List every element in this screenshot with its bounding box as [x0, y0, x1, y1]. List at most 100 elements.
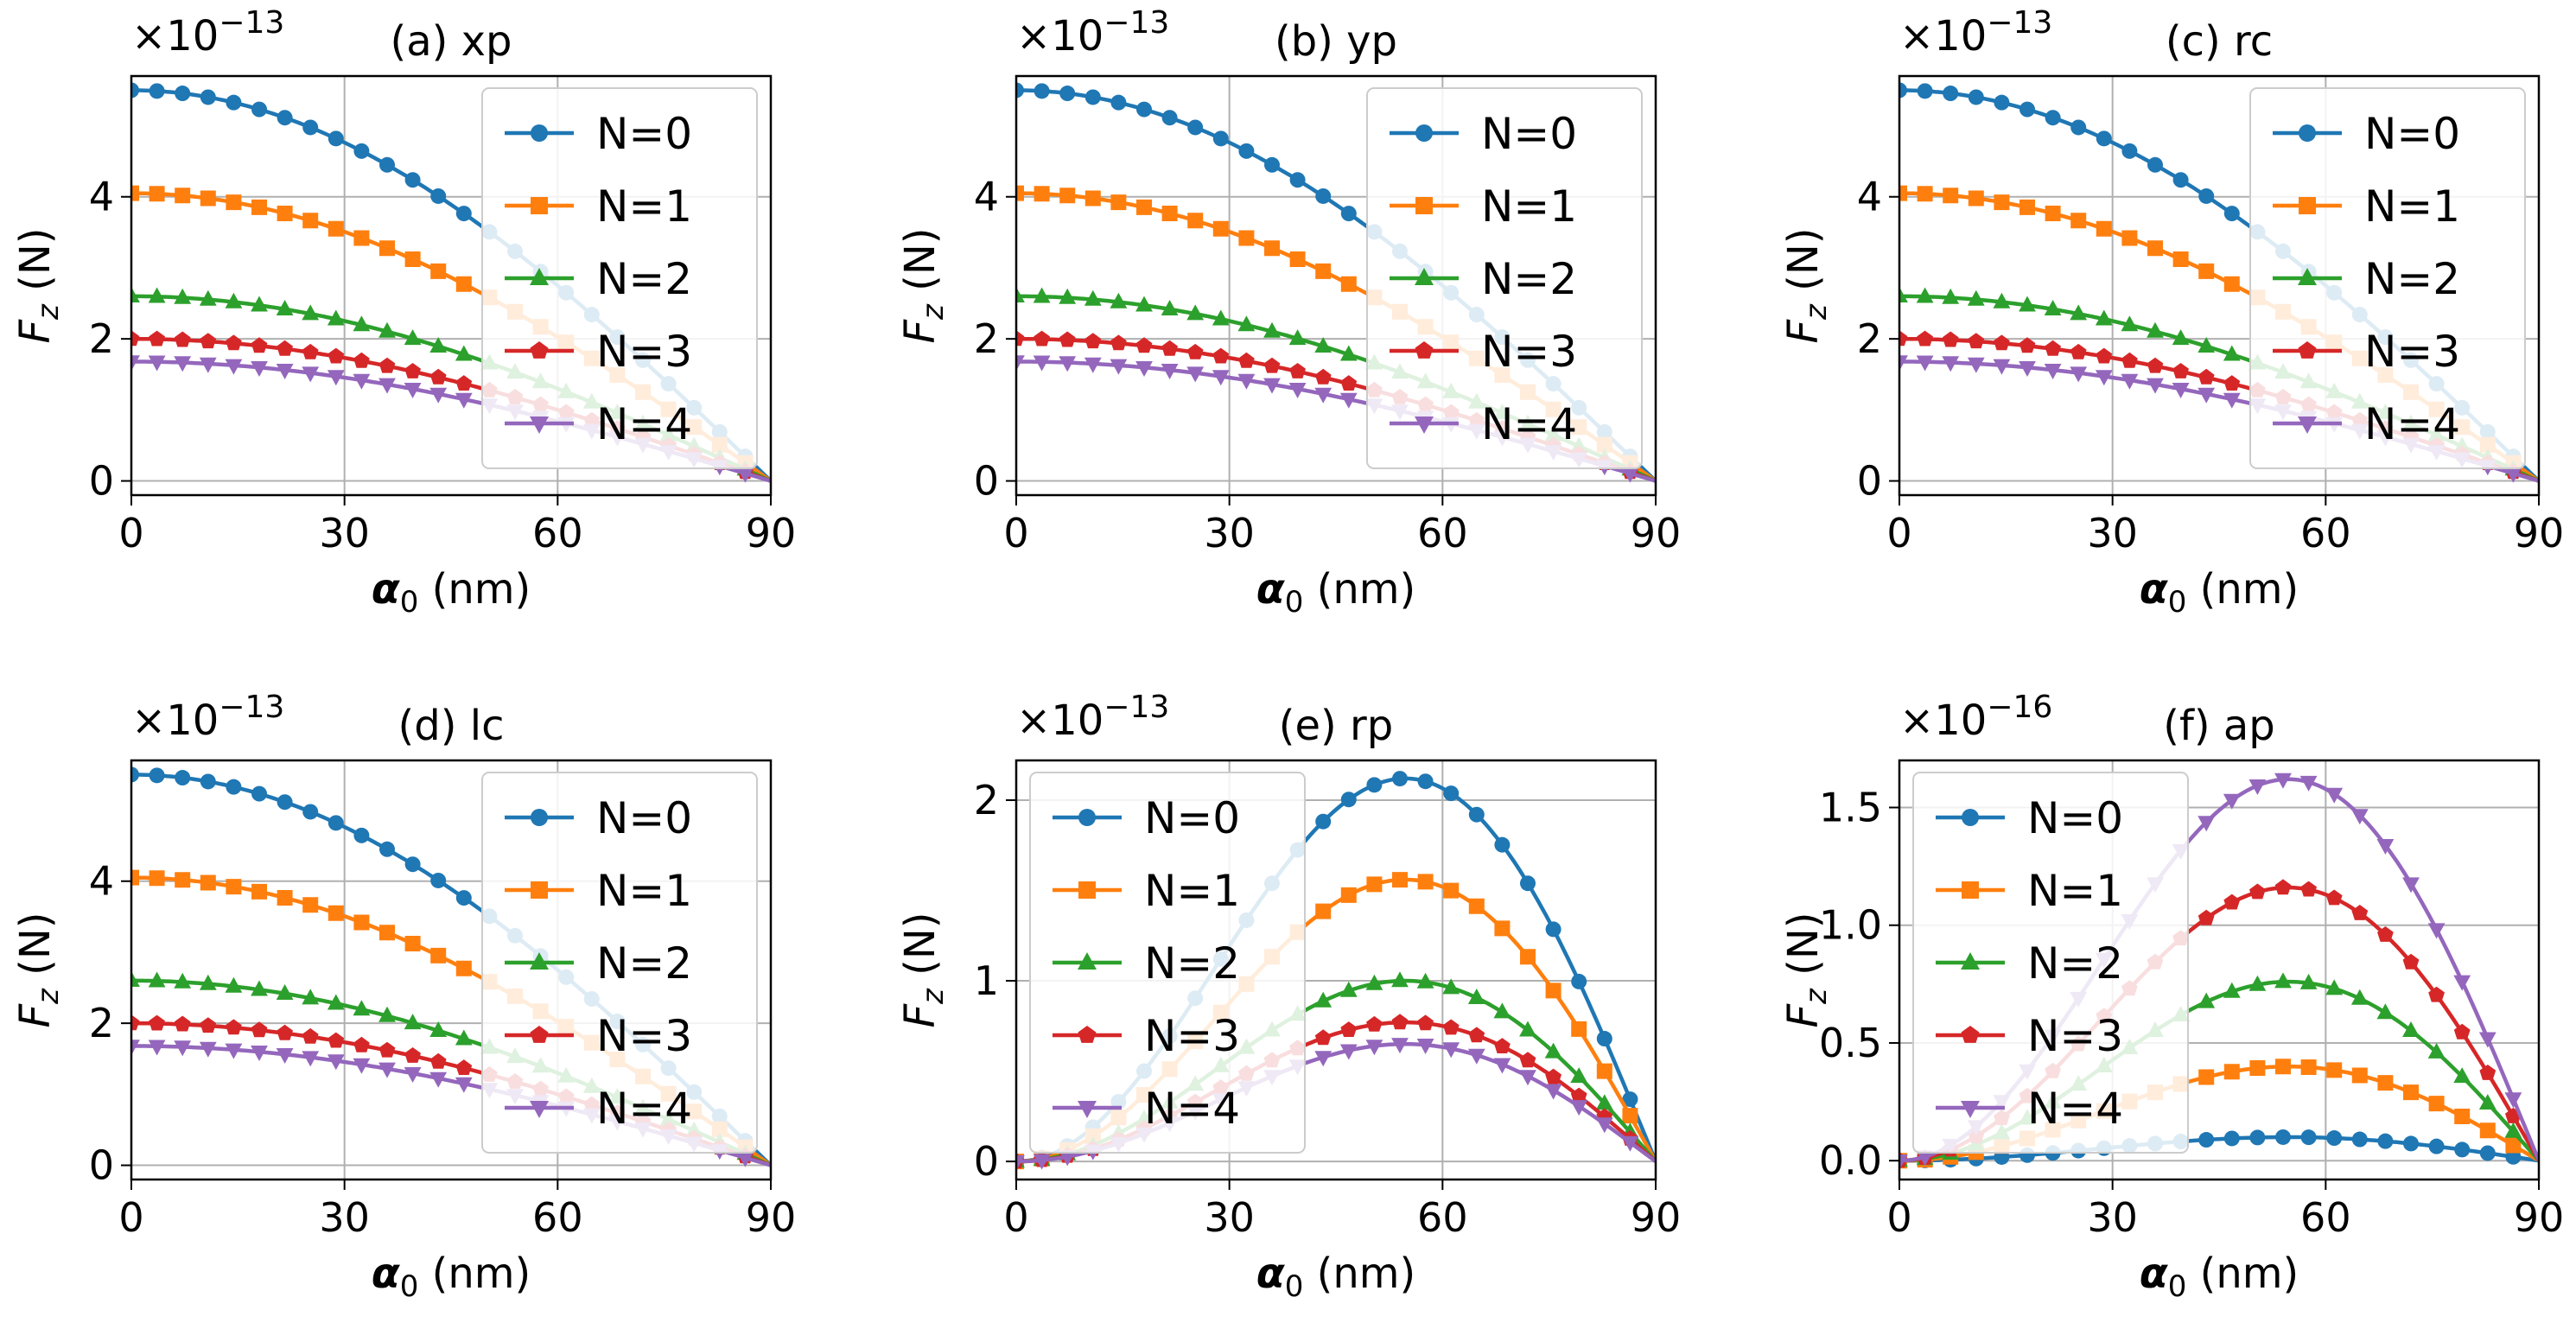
panel-5-ytick-label-2: 2 [974, 777, 999, 823]
panel-5-series-0-point [1443, 785, 1460, 802]
panel-3-multiplier-exponent: −13 [1987, 5, 2052, 41]
panel-6-ylabel-unit: (N) [1779, 912, 1828, 989]
panel-4-series-0-point [251, 785, 267, 802]
panel-1-series-0-point [175, 86, 191, 102]
panel-2-series-3-point [1161, 340, 1178, 356]
panel-1-series-2-point [404, 329, 422, 346]
panel-2-legend-marker-0 [1415, 124, 1433, 142]
panel-1-series-1-point [353, 230, 370, 246]
panel-1-legend-label-4: N=4 [596, 399, 692, 449]
panel-1-series-1-point [404, 251, 421, 267]
panel-3-xlabel-sub: 0 [2168, 585, 2187, 620]
panel-4-legend-label-4: N=4 [596, 1084, 692, 1134]
panel-1-series-0-point [328, 130, 344, 147]
panel-2-ylabel: Fz (N) [896, 227, 951, 343]
panel-4-series-0-point [328, 815, 344, 831]
panel-5-series-2-point [1391, 971, 1409, 988]
panel-5-xlabel-unit: (nm) [1303, 1250, 1415, 1298]
panel-3-xlabel-symbol: α [2140, 565, 2169, 614]
panel-1-multiplier-exponent: −13 [219, 5, 284, 41]
panel-5-ylabel: Fz (N) [896, 912, 951, 1027]
panel-3-xtick-label-0: 0 [1886, 510, 1911, 556]
panel-5-legend: N=0 N=1 N=2 N=3 N=4 [1029, 772, 1306, 1154]
panel-3-series-3-point [2147, 357, 2164, 373]
panel-1-ytick-label-2: 4 [89, 174, 114, 220]
panel-2-series-1-point [1340, 276, 1357, 292]
panel-2-series-3-point [1016, 330, 1025, 347]
panel-1-series-0-point [251, 101, 267, 118]
panel-6-series-2-point [2504, 1122, 2522, 1138]
panel-1-series-2-point [199, 289, 217, 306]
panel-5-legend-box [1029, 772, 1306, 1154]
panel-2-ylabel-symbol: F [896, 319, 945, 344]
panel-3-series-2-point [1899, 287, 1908, 302]
panel-3-series-0-point [2147, 156, 2163, 173]
panel-2-series-1-point [1034, 186, 1050, 202]
panel-3-series-1-point [1968, 190, 1984, 207]
panel-6-xtick-label-3: 90 [2514, 1194, 2565, 1241]
panel-6-series-4-point [2350, 809, 2369, 825]
panel-3-series-0-point [1994, 94, 2010, 111]
panel-4-series-4-point [353, 1058, 371, 1074]
panel-3-series-0-point [1943, 86, 1959, 102]
panel-6-series-2-point [2198, 992, 2216, 1008]
panel-3-series-4-point [1993, 359, 2011, 375]
panel-3-series-4-point [1967, 357, 1985, 373]
panel-3-legend-marker-4 [2298, 417, 2317, 434]
panel-2-series-3-point [1263, 357, 1281, 373]
panel-1-series-4-point [251, 361, 268, 377]
panel-2-legend-marker-2 [1415, 268, 1434, 285]
panel-6-series-3-point [2453, 1023, 2471, 1040]
panel-3-series-4-point [2504, 467, 2522, 483]
panel-1-series-1-point [226, 194, 242, 211]
panel-2-series-0-point [1161, 110, 1178, 126]
panel-6-series-3-point [2223, 893, 2241, 910]
panel-3-series-4-point [2198, 387, 2216, 404]
panel-3-legend-label-0: N=0 [2364, 109, 2460, 159]
panel-5-legend-marker-1 [1078, 881, 1096, 899]
panel-5-ylabel-symbol: F [896, 1003, 945, 1028]
panel-1-series-3-point [277, 340, 293, 356]
panel-3-series-2-point [1942, 288, 1960, 304]
panel-4-xtick-label-0: 0 [118, 1194, 143, 1241]
panel-1-ytick-label-0: 0 [89, 458, 114, 505]
panel-1-series-1-point [131, 185, 139, 201]
panel-3-series-2-point [2223, 345, 2241, 361]
panel-2-legend-label-3: N=3 [1481, 327, 1577, 377]
panel-4-series-3-point [328, 1032, 345, 1048]
panel-3-series-3-point [1942, 331, 1959, 347]
panel-2-series-0-point [1110, 94, 1127, 111]
panel-4-ytick-label-2: 4 [89, 858, 114, 905]
panel-4-ytick-label-1: 2 [89, 1000, 114, 1046]
panel-6-series-3-point [2274, 879, 2292, 895]
panel-6-multiplier: ×10−16 [1899, 690, 2052, 745]
panel-1-series-4-point [302, 366, 320, 383]
panel-3-series-4-point [2044, 364, 2062, 379]
panel-6-series-2-point [2453, 1067, 2471, 1084]
panel-4-legend-marker-3 [530, 1026, 549, 1043]
panel-1-series-3-point [378, 357, 396, 373]
panel-2-series-4-point [1314, 387, 1333, 404]
panel-2-series-0-point [1212, 130, 1229, 147]
panel-1-xlabel: α0 (nm) [372, 565, 531, 620]
panel-4-series-4-point [276, 1048, 294, 1064]
panel-3-series-0-point [1899, 82, 1907, 99]
panel-4-series-3-point [174, 1015, 191, 1032]
panel-2-series-0-point [1136, 101, 1152, 118]
panel-1-series-4-point [327, 370, 345, 386]
panel-6-xlabel-sub: 0 [2168, 1269, 2187, 1304]
panel-3-series-3-point [2121, 352, 2138, 368]
panel-1-series-2-point [353, 315, 371, 332]
panel-2-xlabel-unit: (nm) [1303, 565, 1415, 614]
panel-1-ylabel-sub: z [31, 303, 66, 321]
panel-2-legend-label-4: N=4 [1481, 399, 1577, 449]
panel-2-series-0-point [1059, 86, 1076, 102]
panel-2-series-4-point [1161, 364, 1179, 379]
panel-4-series-1-point [251, 883, 267, 900]
panel-6-xtick-label-1: 30 [2087, 1194, 2138, 1241]
panel-3-series-4-point [2147, 378, 2164, 394]
panel-5-series-2-point [1442, 978, 1460, 995]
panel-6-series-0-point [2198, 1132, 2215, 1148]
panel-2-series-3-point [1059, 331, 1076, 347]
